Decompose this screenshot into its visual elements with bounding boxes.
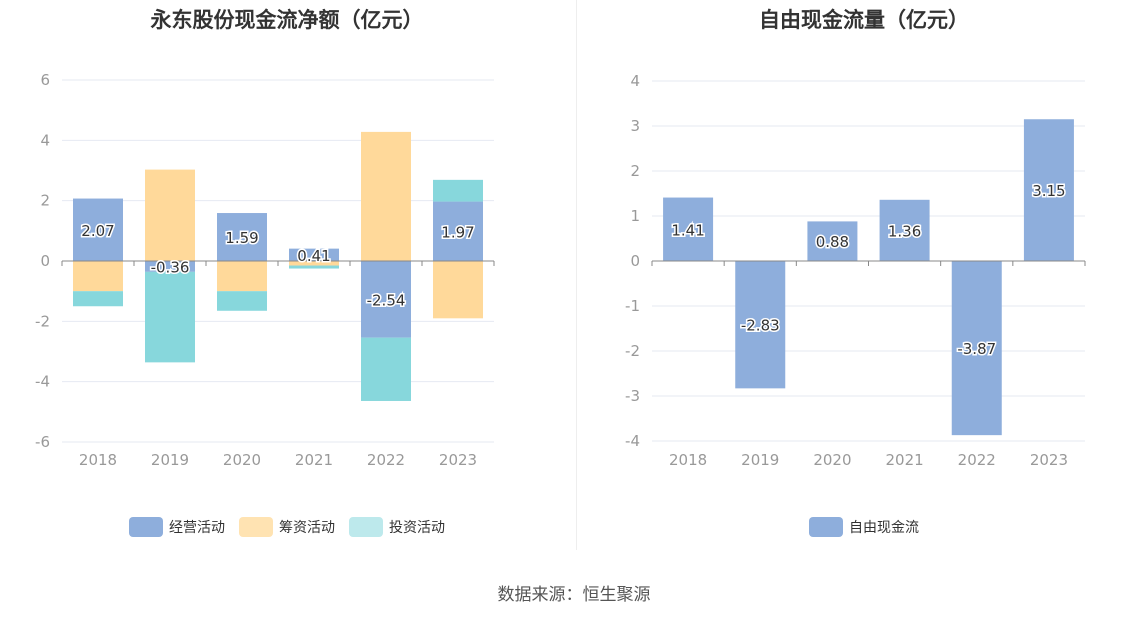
data-label-2019: -0.36 (151, 258, 190, 276)
bar-筹资活动-2023 (433, 261, 483, 319)
y-tick-label: -6 (35, 433, 50, 451)
data-label-2018: 2.07 (81, 222, 114, 240)
cash-flow-net-chart-panel: 永东股份现金流净额（亿元） 6 4 2 0 -2 -4 -6 2.07 -0.36 1.59 0.4… (0, 0, 574, 560)
bar-筹资活动-2020 (217, 261, 267, 292)
y-tick-label: 2 (630, 162, 640, 180)
x-tick-label: 2018 (669, 451, 707, 469)
bar-筹资活动-2022 (361, 131, 411, 261)
y-tick-label: 2 (40, 192, 50, 210)
y-tick-label: -4 (625, 432, 640, 450)
x-tick-label: 2023 (439, 451, 477, 469)
x-tick-label: 2022 (958, 451, 996, 469)
cash-flow-net-chart-title: 永东股份现金流净额（亿元） (150, 8, 424, 32)
y-tick-label: 6 (40, 71, 50, 89)
y-tick-label: -1 (625, 297, 640, 315)
data-label-2023: 1.97 (441, 223, 474, 241)
legend-item-筹资活动[interactable]: 筹资活动 (239, 517, 335, 537)
legend-item-投资活动[interactable]: 投资活动 (349, 517, 445, 537)
legend-item-自由现金流[interactable]: 自由现金流 (809, 517, 919, 537)
y-tick-label: -2 (35, 312, 50, 330)
bar-自由现金流-2022 (951, 261, 1002, 436)
data-label-2018: 1.41 (671, 221, 704, 239)
free-cash-flow-chart-panel: 自由现金流量（亿元） 4 3 2 1 0 -1 -2 -3 -4 1.41 -2.83 0.88 1.3… (577, 0, 1148, 560)
legend-label: 自由现金流 (849, 520, 919, 536)
bar-投资活动-2022 (361, 337, 411, 401)
bar-经营活动-2022 (361, 261, 411, 338)
cash-flow-net-chart: 6 4 2 0 -2 -4 -6 2.07 -0.36 1.59 0.41 -2.54 1.97 2018… (35, 71, 495, 469)
data-label-2022: -3.87 (957, 340, 996, 358)
x-tick-label: 2021 (295, 451, 333, 469)
legend-swatch (239, 517, 273, 537)
y-tick-label: 0 (630, 252, 640, 270)
data-label-2019: -2.83 (741, 317, 780, 335)
data-label-2020: 1.59 (225, 229, 258, 247)
free-cash-flow-chart-title: 自由现金流量（亿元） (759, 8, 969, 32)
y-tick-label: 3 (630, 117, 640, 135)
bar-经营活动-2019 (145, 261, 195, 272)
data-label-2021: 0.41 (297, 247, 330, 265)
legend-label: 投资活动 (389, 520, 445, 536)
x-tick-label: 2018 (79, 451, 117, 469)
x-tick-label: 2019 (151, 451, 189, 469)
y-tick-label: 4 (40, 131, 50, 149)
x-tick-label: 2019 (741, 451, 779, 469)
data-label-2021: 1.36 (888, 222, 921, 240)
y-tick-label: -4 (35, 373, 50, 391)
bar-经营活动-2020 (217, 213, 267, 261)
bar-自由现金流-2019 (735, 261, 786, 389)
x-tick-label: 2021 (885, 451, 923, 469)
y-tick-label: 0 (40, 252, 50, 270)
bar-经营活动-2021 (289, 248, 339, 261)
panel-divider (576, 0, 577, 550)
bar-自由现金流-2018 (663, 197, 714, 261)
bar-自由现金流-2021 (879, 199, 930, 261)
legend-item-经营活动[interactable]: 经营活动 (129, 517, 225, 537)
legend-label: 筹资活动 (279, 520, 335, 536)
legend-swatch (129, 517, 163, 537)
bar-投资活动-2023 (433, 179, 483, 202)
free-cash-flow-legend: 自由现金流 (577, 517, 1148, 537)
x-tick-label: 2022 (367, 451, 405, 469)
bar-自由现金流-2023 (1023, 119, 1074, 261)
bar-经营活动-2018 (73, 198, 123, 261)
x-tick-label: 2020 (223, 451, 261, 469)
data-source-note: 数据来源：恒生聚源 (497, 585, 651, 605)
legend-label: 经营活动 (169, 520, 225, 536)
bar-经营活动-2023 (433, 201, 483, 261)
bar-筹资活动-2019 (145, 169, 195, 261)
y-tick-label: 4 (630, 72, 640, 90)
x-tick-label: 2023 (1030, 451, 1068, 469)
bar-投资活动-2019 (145, 271, 195, 363)
y-tick-label: -2 (625, 342, 640, 360)
bar-自由现金流-2020 (807, 221, 858, 261)
bar-投资活动-2021 (289, 265, 339, 269)
data-label-2020: 0.88 (816, 233, 849, 251)
bar-投资活动-2018 (73, 291, 123, 307)
y-tick-label: -3 (625, 387, 640, 405)
legend-swatch (809, 517, 843, 537)
y-tick-label: 1 (630, 207, 640, 225)
bar-筹资活动-2021 (289, 261, 339, 266)
data-label-2022: -2.54 (367, 291, 406, 309)
legend-swatch (349, 517, 383, 537)
bar-投资活动-2020 (217, 291, 267, 311)
data-label-2023: 3.15 (1032, 182, 1065, 200)
cash-flow-net-legend: 经营活动 筹资活动 投资活动 (0, 517, 574, 537)
bar-筹资活动-2018 (73, 261, 123, 292)
free-cash-flow-chart: 4 3 2 1 0 -1 -2 -3 -4 1.41 -2.83 0.88 1.36 -3.87 3.15 2… (625, 72, 1086, 469)
x-tick-label: 2020 (813, 451, 851, 469)
